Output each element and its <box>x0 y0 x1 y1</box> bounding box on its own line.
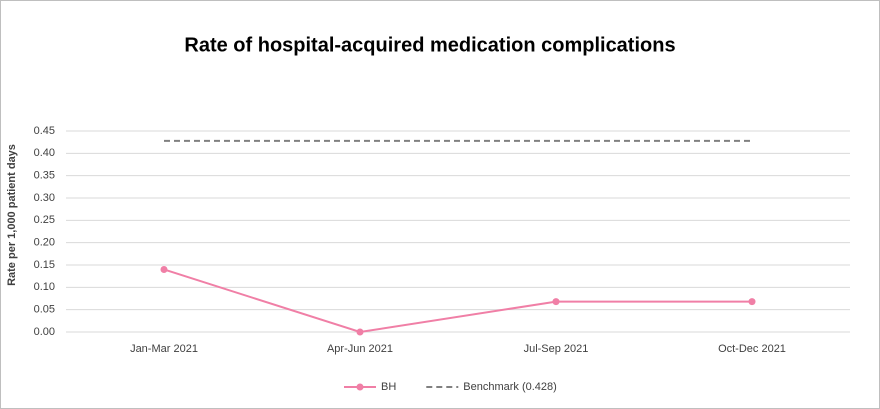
y-tick-label: 0.45 <box>34 125 55 137</box>
x-tick-label: Jul-Sep 2021 <box>524 343 589 355</box>
x-tick-label: Oct-Dec 2021 <box>718 343 786 355</box>
data-point <box>160 265 168 273</box>
y-tick-label: 0.30 <box>34 192 55 204</box>
y-tick-label: 0.40 <box>34 147 55 159</box>
y-tick-label: 0.15 <box>34 259 55 271</box>
y-tick-label: 0.20 <box>34 237 55 249</box>
legend-marker <box>356 383 364 391</box>
x-tick-label: Jan-Mar 2021 <box>130 343 198 355</box>
y-tick-label: 0.35 <box>34 170 55 182</box>
series-line <box>163 268 752 334</box>
data-point <box>748 298 756 306</box>
legend-label: Benchmark (0.428) <box>463 381 557 393</box>
y-tick-label: 0.00 <box>34 326 55 338</box>
legend-label: BH <box>381 381 396 393</box>
y-tick-label: 0.05 <box>34 304 55 316</box>
y-tick-label: 0.10 <box>34 281 55 293</box>
data-point <box>356 328 364 336</box>
chart-title: Rate of hospital-acquired medication com… <box>184 34 675 56</box>
x-tick-label: Apr-Jun 2021 <box>327 343 393 355</box>
y-tick-label: 0.25 <box>34 214 55 226</box>
data-point <box>552 298 560 306</box>
y-axis-label: Rate per 1,000 patient days <box>6 144 18 286</box>
